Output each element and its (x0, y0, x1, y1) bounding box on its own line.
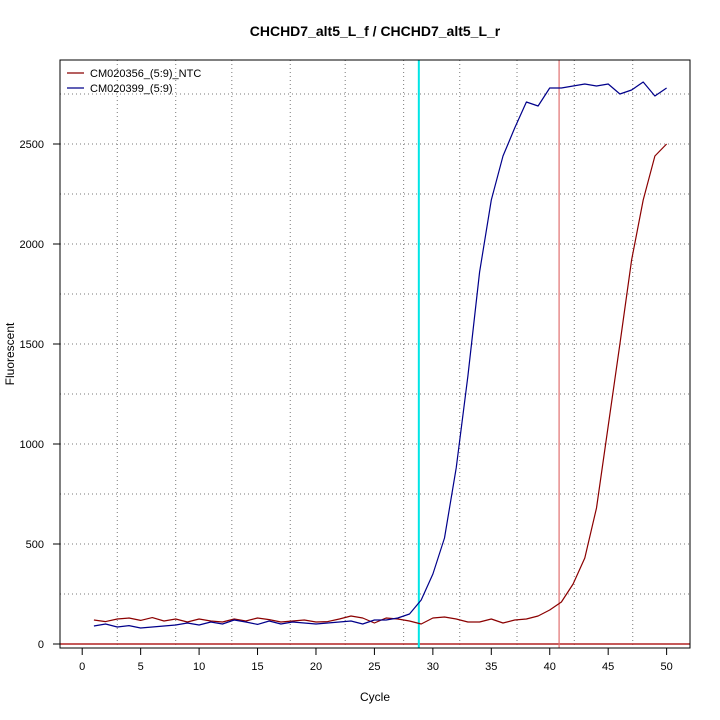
chart-title: CHCHD7_alt5_L_f / CHCHD7_alt5_L_r (250, 23, 501, 39)
y-axis: 0 500 1000 1500 2000 2500 (20, 139, 60, 651)
x-tick-label: 10 (193, 661, 205, 673)
x-tick-label: 25 (368, 661, 380, 673)
legend-label-2: CM020399_(5:9) (90, 83, 173, 95)
series-lines (93, 81, 668, 629)
x-tick-label: 30 (427, 661, 439, 673)
grid-lines (60, 60, 690, 649)
x-axis: 0 5 10 15 20 25 30 35 40 45 50 (79, 648, 673, 673)
y-tick-label: 500 (26, 539, 44, 551)
cycle-marker-lines (417, 60, 560, 648)
x-tick-label: 50 (660, 661, 672, 673)
legend: CM020356_(5:9)_NTC CM020399_(5:9) (67, 68, 201, 95)
x-tick-label: 20 (310, 661, 322, 673)
y-tick-label: 2000 (20, 239, 44, 251)
series-line-2 (93, 81, 667, 629)
y-tick-label: 0 (38, 639, 44, 651)
legend-label-1: CM020356_(5:9)_NTC (90, 68, 201, 80)
x-tick-label: 5 (138, 661, 144, 673)
y-tick-label: 1000 (20, 439, 44, 451)
y-tick-label: 1500 (20, 339, 44, 351)
x-tick-label: 40 (544, 661, 556, 673)
y-axis-label: Fluorescent (3, 322, 17, 385)
y-tick-label: 2500 (20, 139, 44, 151)
x-tick-label: 0 (79, 661, 85, 673)
x-tick-label: 45 (602, 661, 614, 673)
x-tick-label: 35 (485, 661, 497, 673)
x-tick-label: 15 (251, 661, 263, 673)
x-axis-label: Cycle (360, 690, 390, 704)
plot-frame (59, 59, 691, 649)
